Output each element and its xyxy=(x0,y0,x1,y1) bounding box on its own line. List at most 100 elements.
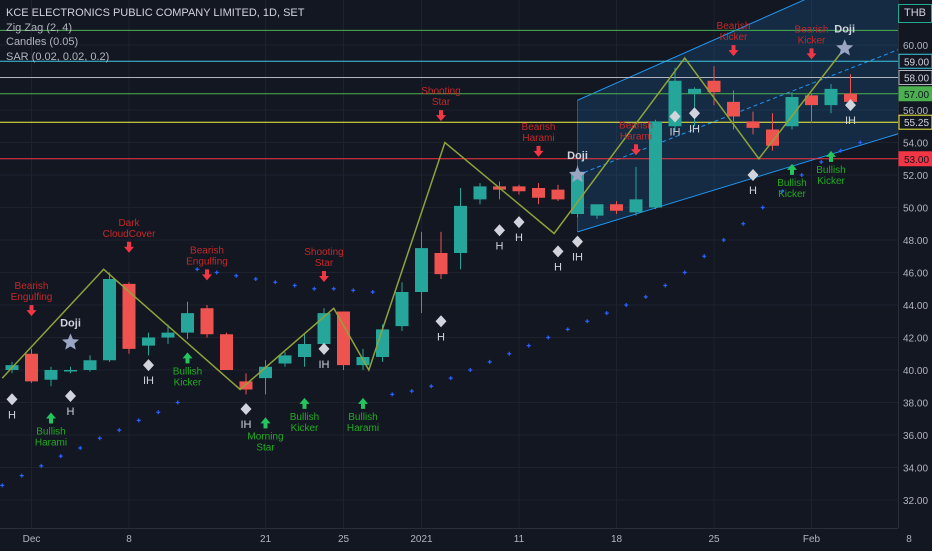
pattern-label: CloudCover xyxy=(103,229,156,240)
pattern-label: Engulfing xyxy=(11,292,53,303)
sar-point xyxy=(702,254,707,259)
sar-point xyxy=(838,148,843,153)
pivot-diamond xyxy=(845,99,856,112)
pattern-label: Dark xyxy=(118,218,140,229)
pattern-label: Bearish xyxy=(522,122,556,133)
bear-arrow xyxy=(806,48,817,60)
candle-body xyxy=(551,189,565,200)
candle-body xyxy=(239,381,253,390)
sar-point xyxy=(760,205,765,210)
pattern-label: Kicker xyxy=(720,32,748,43)
sar-point xyxy=(136,418,141,423)
doji-star xyxy=(61,333,80,350)
sar-point xyxy=(819,160,824,164)
candle-body xyxy=(44,370,58,380)
channel-lower xyxy=(577,133,898,233)
pivot-label: H xyxy=(496,240,504,252)
zigzag-line xyxy=(1,52,842,391)
candle-body xyxy=(161,332,175,338)
pivot-label: H xyxy=(67,406,75,418)
candle-body xyxy=(103,279,116,361)
pattern-label: Shooting xyxy=(421,86,460,97)
candle-body xyxy=(844,93,857,102)
pattern-label: Shooting xyxy=(304,247,343,258)
indicator-zigzag[interactable]: Zig Zag (2, 4) xyxy=(6,21,73,34)
bear-arrow xyxy=(436,110,446,122)
pattern-label: Kicker xyxy=(798,35,826,46)
symbol-title[interactable]: KCE ELECTRONICS PUBLIC COMPANY LIMITED, … xyxy=(6,7,305,19)
pattern-label: Bullish xyxy=(348,412,377,423)
bear-arrow xyxy=(124,241,134,253)
pattern-label: Kicker xyxy=(778,189,806,200)
sar-point xyxy=(448,376,453,381)
candle-body xyxy=(181,313,194,333)
indicator-sar[interactable]: SAR (0.02, 0.02, 0.2) xyxy=(6,50,110,63)
candle-body xyxy=(122,283,136,349)
pivot-diamond xyxy=(240,403,252,415)
candle-body xyxy=(805,95,818,106)
pivot-label: H xyxy=(749,185,757,197)
bull-arrow xyxy=(787,163,797,175)
sar-point xyxy=(585,319,590,324)
bear-arrow xyxy=(533,145,544,157)
pattern-label: Bearish xyxy=(619,120,653,131)
sar-point xyxy=(117,428,122,433)
candle-body xyxy=(64,370,77,372)
sar-point xyxy=(780,189,785,194)
sar-point xyxy=(682,270,687,275)
sar-point xyxy=(292,283,297,288)
sar-point xyxy=(175,400,180,405)
candle-body xyxy=(415,248,428,292)
sar-point xyxy=(721,238,726,242)
pattern-label: Kicker xyxy=(174,377,202,388)
sar-point xyxy=(741,221,746,226)
pattern-label: Engulfing xyxy=(186,256,228,267)
axis-corner xyxy=(898,528,932,550)
sar-point xyxy=(487,359,492,364)
sar-point xyxy=(429,384,434,389)
sar-point xyxy=(390,392,395,397)
pattern-label: Bullish xyxy=(36,427,65,438)
bear-arrow xyxy=(631,144,641,156)
pattern-label: Bearish xyxy=(717,21,751,32)
candle-body xyxy=(259,366,272,379)
currency-badge[interactable]: THB xyxy=(898,4,932,23)
doji-star xyxy=(568,166,587,183)
pattern-label: Bearish xyxy=(795,24,829,35)
pivot-label: IH xyxy=(319,359,330,371)
pattern-label: Star xyxy=(256,442,275,453)
pattern-label: Harami xyxy=(347,423,379,434)
pivot-diamond xyxy=(552,245,564,258)
candle-body xyxy=(746,121,760,128)
candle-body xyxy=(376,329,389,357)
candle-body xyxy=(824,88,838,106)
sar-point xyxy=(195,267,200,272)
pivot-label: H xyxy=(554,261,562,273)
indicator-candles[interactable]: Candles (0.05) xyxy=(6,36,79,48)
candle-body xyxy=(707,80,721,93)
candle-body xyxy=(83,360,97,370)
price-axis[interactable] xyxy=(898,0,932,530)
sar-point xyxy=(156,410,161,415)
pivot-label: H xyxy=(515,232,523,244)
sar-point xyxy=(604,311,609,316)
pivot-label: IH xyxy=(143,375,154,387)
pivot-diamond xyxy=(572,235,583,248)
bear-arrow xyxy=(26,305,37,317)
pivot-diamond xyxy=(435,315,447,328)
time-axis[interactable] xyxy=(0,528,898,551)
pivot-diamond xyxy=(6,393,18,406)
pattern-label: Star xyxy=(432,97,451,108)
candle-body xyxy=(142,337,155,346)
pattern-label: Bearish xyxy=(15,281,49,292)
pattern-label: Harami xyxy=(35,438,67,449)
sar-point xyxy=(78,446,83,450)
pivot-diamond xyxy=(318,342,330,355)
pattern-label: Bullish xyxy=(173,366,202,377)
candle-body xyxy=(220,334,233,370)
sar-point xyxy=(526,343,531,348)
candle-body xyxy=(200,308,214,335)
bear-arrow xyxy=(202,269,212,281)
